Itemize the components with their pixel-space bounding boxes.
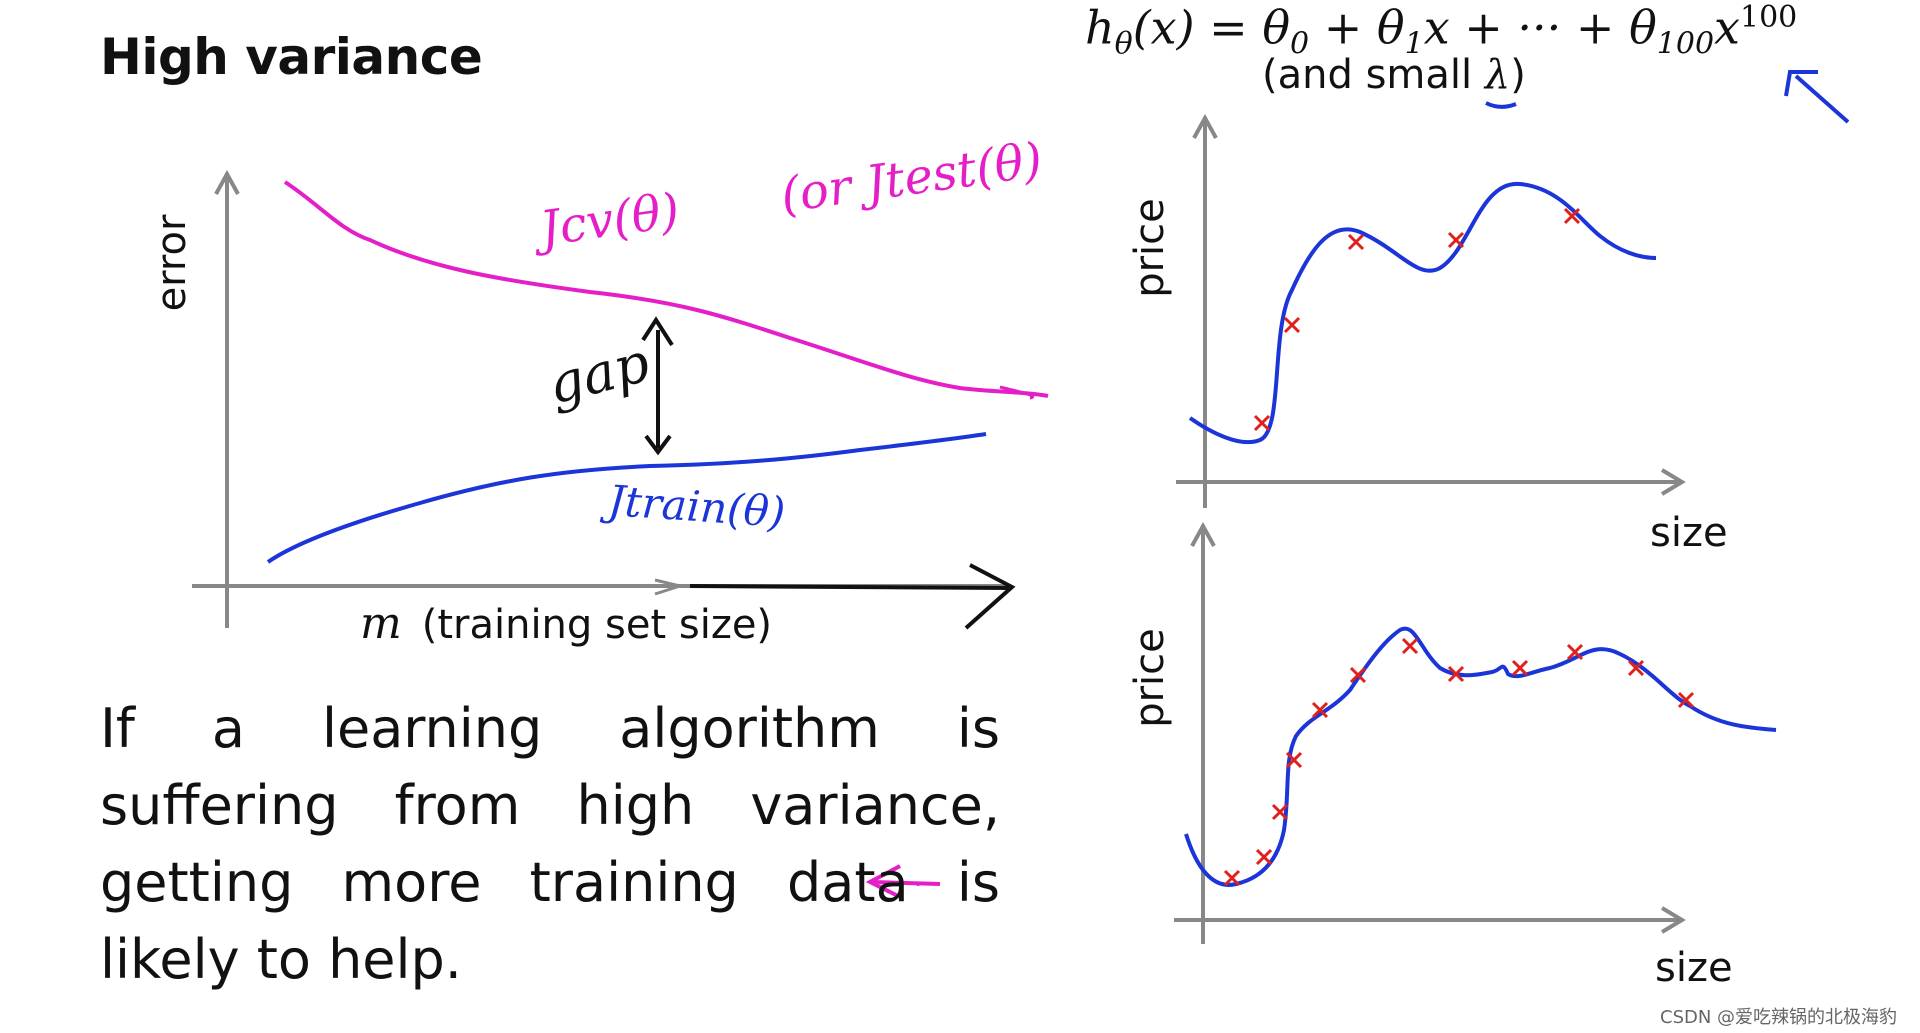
pointer-arrow-head <box>865 864 903 900</box>
lc-x-axis-tick-arrow <box>654 578 686 596</box>
watermark: CSDN @爱吃辣锅的北极海豹 <box>1660 1007 1898 1028</box>
jcv-curve <box>283 180 1049 398</box>
top-plot-y-arrowhead <box>1192 113 1218 139</box>
training-point-marker <box>1253 414 1271 432</box>
training-point-marker <box>1401 637 1419 655</box>
bottom-plot-fit-curve <box>1184 626 1777 887</box>
training-point-marker <box>1347 233 1365 251</box>
pointer-arrow-line <box>871 880 941 886</box>
formula-lhs-arg: (x) = θ <box>1132 0 1291 55</box>
training-point-marker <box>1283 316 1301 334</box>
top-plot-x-label: size <box>1650 510 1728 556</box>
formula-lhs: h <box>1085 0 1115 55</box>
lc-x-axis-overdraw <box>689 584 1011 590</box>
training-point-marker <box>1563 207 1581 225</box>
training-point-marker <box>1271 803 1289 821</box>
formula-t1-sub: 1 <box>1404 26 1424 62</box>
pointer-arrow-dot <box>916 882 920 886</box>
hypothesis-formula: hθ(x) = θ0 + θ1x + ··· + θ100x100 <box>1085 0 1797 62</box>
formula-t100-rest: x <box>1714 0 1740 55</box>
lc-x-axis-arrowhead <box>964 563 1016 630</box>
bottom-plot-x-arrowhead <box>1660 906 1686 934</box>
training-point-marker <box>1223 869 1241 887</box>
lambda-note: (and small λ) <box>1262 52 1526 98</box>
formula-pointer-arrow <box>1794 74 1850 124</box>
bottom-plot-y-arrowhead <box>1190 521 1216 547</box>
top-plot-markers <box>1253 207 1581 432</box>
gap-arrow-up-head <box>641 316 674 347</box>
lc-x-axis-text: (training set size) <box>421 602 773 648</box>
formula-t100-sub: 100 <box>1656 26 1715 62</box>
formula-plus1: + θ <box>1309 0 1405 55</box>
bottom-plot-y-label: price <box>1127 628 1173 728</box>
bottom-plot-markers <box>1223 637 1695 887</box>
lambda-symbol: λ <box>1484 52 1511 98</box>
top-plot-x-arrowhead <box>1660 468 1686 496</box>
gap-arrow-down-head <box>644 434 672 456</box>
lambda-note-close: ) <box>1510 52 1526 98</box>
training-point-marker <box>1285 751 1303 769</box>
training-point-marker <box>1447 665 1465 683</box>
top-plot-y-label: price <box>1127 198 1173 298</box>
formula-t0-sub: 0 <box>1290 26 1310 62</box>
training-point-marker <box>1311 701 1329 719</box>
lc-y-axis-label: error <box>149 214 195 312</box>
lc-y-axis-arrowhead <box>214 169 240 195</box>
formula-t100-sup: 100 <box>1740 0 1798 35</box>
formula-lhs-sub: θ <box>1114 26 1133 62</box>
training-point-marker <box>1447 231 1465 249</box>
slide-title: High variance <box>100 28 483 86</box>
formula-t1-rest: x + ··· + θ <box>1423 0 1657 55</box>
formula-pointer-arrowhead <box>1784 70 1818 97</box>
training-point-marker <box>1627 659 1645 677</box>
bottom-plot-x-label: size <box>1655 945 1733 991</box>
top-plot-fit-curve <box>1188 181 1657 445</box>
lc-x-axis-var: m <box>360 598 402 649</box>
body-text: If a learning algorithm is suffering fro… <box>100 697 1000 991</box>
jcv-curve-tail <box>999 385 1034 400</box>
training-point-marker <box>1566 643 1584 661</box>
lambda-underline <box>1485 101 1517 109</box>
training-point-marker <box>1511 659 1529 677</box>
jtrain-curve <box>266 432 987 564</box>
training-point-marker <box>1349 666 1367 684</box>
training-point-marker <box>1255 848 1273 866</box>
training-point-marker <box>1677 691 1695 709</box>
lambda-note-open: (and small <box>1262 52 1485 98</box>
lc-x-axis-label: m (training set size) <box>360 598 772 649</box>
